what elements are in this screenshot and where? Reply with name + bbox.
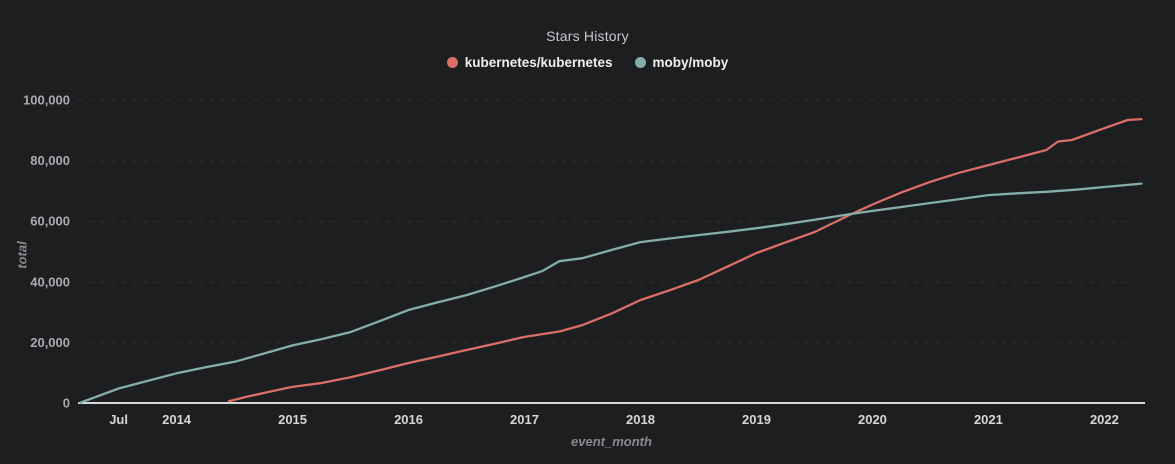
y-tick-label: 80,000 — [30, 153, 70, 168]
x-tick-label: 2015 — [278, 412, 307, 427]
y-tick-label: 40,000 — [30, 274, 70, 289]
x-tick-label: 2016 — [394, 412, 423, 427]
chart-legend: kubernetes/kubernetes moby/moby — [0, 55, 1175, 70]
chart-title: Stars History — [546, 28, 629, 44]
x-tick-label: 2021 — [974, 412, 1003, 427]
y-tick-label: 0 — [63, 396, 70, 411]
x-tick-label: 2014 — [162, 412, 192, 427]
x-tick-label: 2020 — [858, 412, 887, 427]
legend-label: kubernetes/kubernetes — [464, 55, 613, 70]
x-axis-title: event_month — [571, 434, 652, 449]
legend-item-moby-moby[interactable]: moby/moby — [634, 55, 729, 70]
legend-label: moby/moby — [652, 55, 729, 70]
x-tick-label: 2018 — [626, 412, 655, 427]
legend-dot-moby-moby — [634, 57, 646, 68]
series-line-kubernetes-kubernetes[interactable] — [227, 117, 1143, 403]
y-tick-label: 60,000 — [30, 214, 70, 229]
legend-item-kubernetes-kubernetes[interactable]: kubernetes/kubernetes — [446, 55, 613, 70]
y-tick-label: 100,000 — [23, 93, 70, 108]
legend-dot-kubernetes-kubernetes — [446, 57, 458, 68]
x-tick-label: 2022 — [1090, 412, 1119, 427]
y-tick-label: 20,000 — [30, 335, 70, 350]
x-tick-label: Jul — [109, 412, 128, 427]
series-line-moby-moby[interactable] — [79, 182, 1143, 404]
x-tick-label: 2017 — [510, 412, 539, 427]
x-tick-label: 2019 — [742, 412, 771, 427]
y-axis-title: total — [14, 241, 30, 269]
